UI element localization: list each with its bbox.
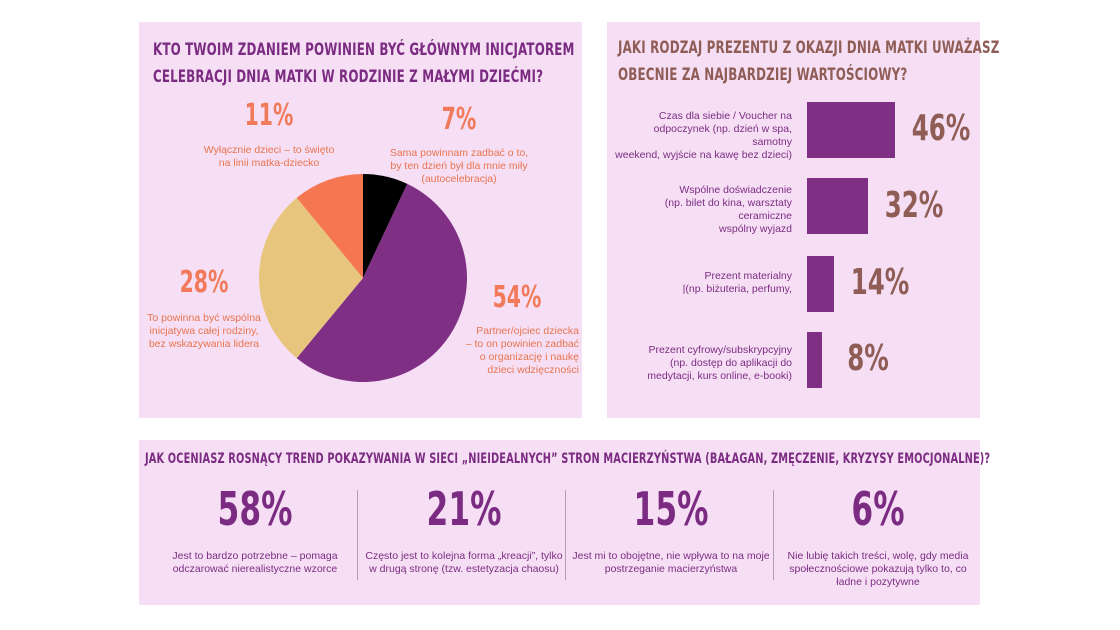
pie-pct-label-purple: 54% (492, 280, 542, 315)
pie-pct-label-black: 7% (441, 102, 477, 137)
pie-chart (259, 174, 467, 382)
bar-category-label: Czas dla siebie / Voucher na odpoczynek … (615, 110, 792, 161)
pie-slice (296, 183, 467, 382)
pie-desc-label-coral: Wyłącznie dzieci – to święto na linii ma… (203, 144, 335, 169)
pie-desc-label-black: Sama powinnam zadbać o to, by ten dzień … (389, 147, 529, 185)
bar (807, 256, 834, 312)
pie-desc-label-purple: Partner/ojciec dziecka – to on powinien … (465, 325, 579, 376)
bar-category-label: Prezent materialny |(np. biżuteria, perf… (682, 270, 792, 295)
trend-panel: JAK OCENIASZ ROSNĄCY TREND POKAZYWANIA W… (139, 440, 990, 605)
pie-title-line-1: KTO TWOIM ZDANIEM POWINIEN BYĆ GŁÓWNYM I… (153, 40, 575, 60)
pie-slice (363, 174, 408, 278)
trend-pct-label-2: 21% (426, 482, 502, 536)
bar-value-label: 8% (847, 338, 890, 379)
pie-desc-label-sand: To powinna być wspólna inicjatywa całej … (147, 312, 261, 350)
bars-title-line-2: OBECNIE ZA NAJBARDZIEJ WARTOŚCIOWY? (618, 65, 908, 85)
bar-value-label: 32% (884, 185, 944, 226)
trend-pct-label-1: 58% (217, 482, 293, 536)
bar-value-label: 46% (911, 108, 971, 149)
bar (807, 332, 823, 388)
pie-pct-label-sand: 28% (179, 265, 229, 300)
trend-divider (357, 490, 358, 580)
pie-slice (259, 197, 363, 359)
trend-divider (565, 490, 566, 580)
trend-desc-label-1: Jest to bardzo potrzebne – pomaga odczar… (172, 550, 338, 575)
bars-title-line-1: JAKI RODZAJ PREZENTU Z OKAZJI DNIA MATKI… (618, 38, 1000, 58)
bar-value-label: 14% (850, 262, 910, 303)
gift-bars-panel: JAKI RODZAJ PREZENTU Z OKAZJI DNIA MATKI… (607, 22, 999, 418)
trend-pct-label-3: 15% (633, 482, 709, 536)
trend-desc-label-3: Jest mi to obojętne, nie wpływa to na mo… (572, 550, 770, 575)
bar (807, 178, 869, 234)
trend-question-title: JAK OCENIASZ ROSNĄCY TREND POKAZYWANIA W… (145, 451, 991, 467)
bar-category-label: Wspólne doświadczenie (np. bilet do kina… (664, 184, 792, 235)
pie-panel: KTO TWOIM ZDANIEM POWINIEN BYĆ GŁÓWNYM I… (139, 22, 582, 418)
pie-pct-label-coral: 11% (244, 98, 294, 133)
bar (807, 102, 895, 158)
bars-question-title: JAKI RODZAJ PREZENTU Z OKAZJI DNIA MATKI… (618, 35, 999, 89)
pie-title-line-2: CELEBRACJI DNIA MATKI W RODZINIE Z MAŁYM… (153, 67, 544, 87)
pie-slice (296, 174, 363, 278)
bar-category-label: Prezent cyfrowy/subskrypcyjny (np. dostę… (647, 344, 792, 382)
trend-desc-label-4: Nie lubię takich treści, wolę, gdy media… (787, 550, 969, 588)
trend-divider (773, 490, 774, 580)
pie-question-title: KTO TWOIM ZDANIEM POWINIEN BYĆ GŁÓWNYM I… (153, 37, 575, 91)
trend-pct-label-4: 6% (851, 482, 905, 536)
trend-desc-label-2: Często jest to kolejna forma „kreacji”, … (365, 550, 563, 575)
